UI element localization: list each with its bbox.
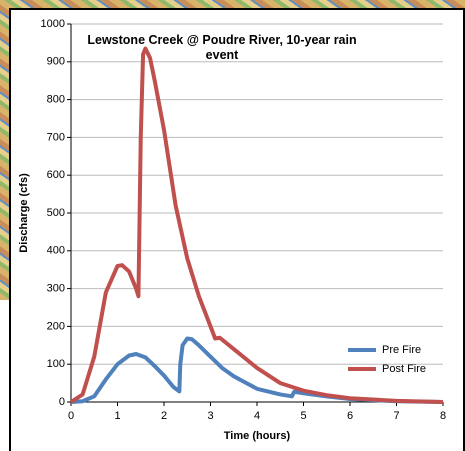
x-tick-label: 0 <box>68 410 74 422</box>
x-tick-label: 6 <box>347 410 353 422</box>
x-tick-label: 1 <box>114 410 120 422</box>
y-tick-label: 200 <box>47 320 65 332</box>
page: Time (hours) Discharge (cfs) 0 100 200 300 4… <box>0 0 465 451</box>
chart-title: Lewstone Creek @ Poudre River, 10-year r… <box>72 33 372 63</box>
x-tick-label: 2 <box>161 410 167 422</box>
y-tick-label: 700 <box>47 131 65 143</box>
legend-label: Pre Fire <box>382 344 421 356</box>
x-tick-label: 5 <box>300 410 306 422</box>
y-tick-label: 1000 <box>41 18 65 30</box>
y-tick-label: 600 <box>47 169 65 181</box>
legend-label: Post Fire <box>382 363 426 375</box>
y-tick-label: 800 <box>47 94 65 106</box>
y-tick-label: 300 <box>47 283 65 295</box>
x-tick-label: 4 <box>254 410 260 422</box>
x-tick-label: 7 <box>393 410 399 422</box>
y-tick-label: 100 <box>47 358 65 370</box>
y-tick-label: 900 <box>47 56 65 68</box>
x-tick-label: 8 <box>440 410 446 422</box>
y-axis-label: Discharge (cfs) <box>18 173 30 253</box>
y-tick-label: 400 <box>47 245 65 257</box>
x-tick-label: 3 <box>207 410 213 422</box>
y-tick-label: 500 <box>47 207 65 219</box>
y-tick-label: 0 <box>59 396 65 408</box>
x-axis-label: Time (hours) <box>224 430 291 442</box>
chart: Time (hours) Discharge (cfs) 0 100 200 300 4… <box>0 0 465 451</box>
